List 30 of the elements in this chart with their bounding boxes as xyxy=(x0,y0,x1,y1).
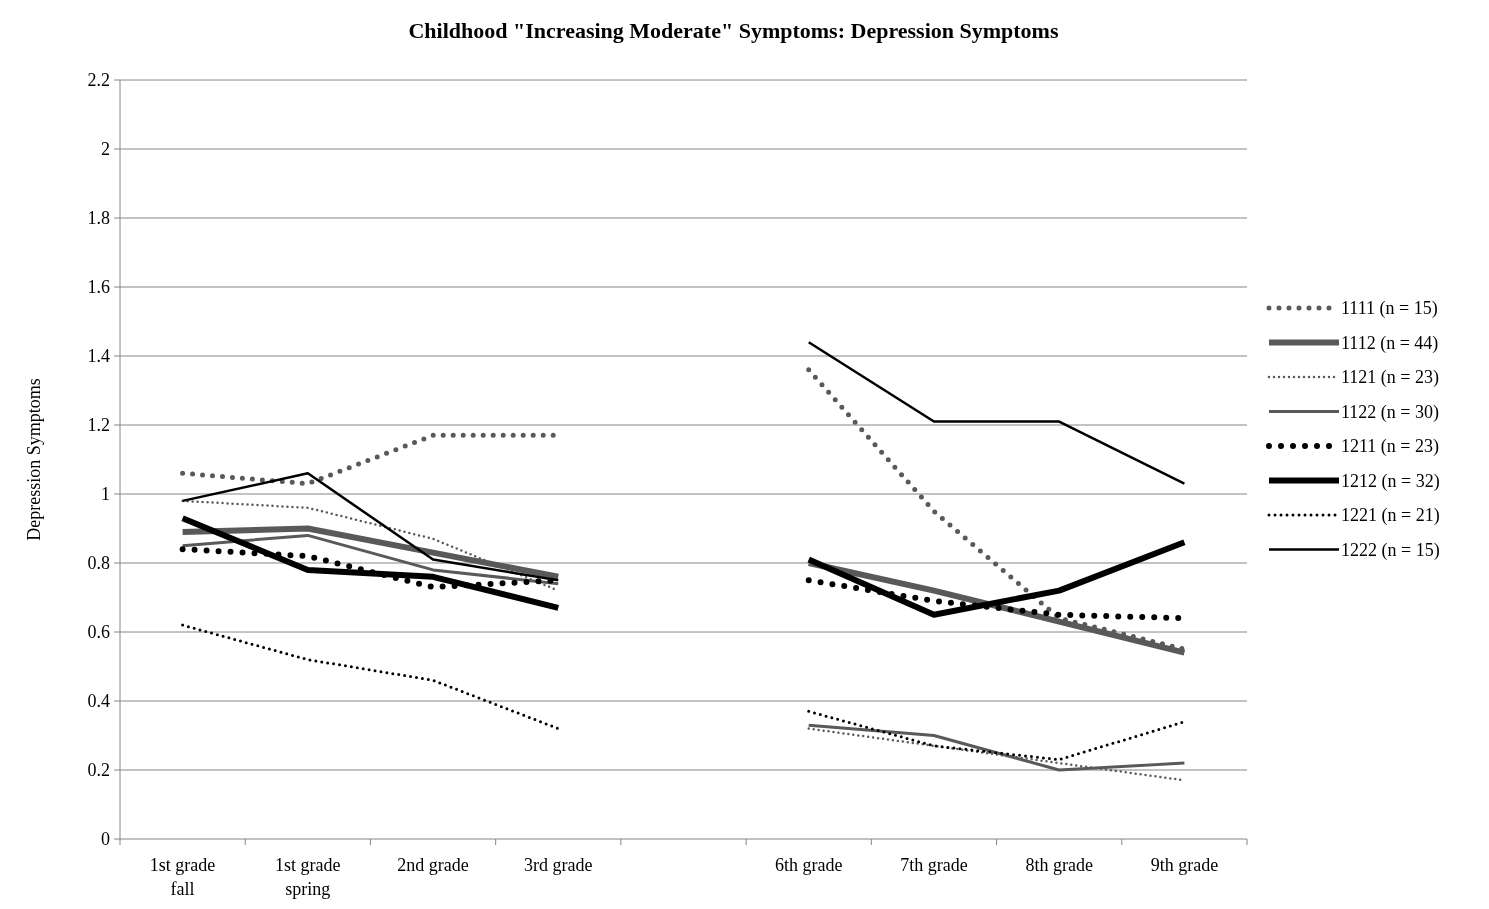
legend-label: 1212 (n = 32) xyxy=(1341,470,1440,492)
legend-label: 1112 (n = 44) xyxy=(1341,332,1439,354)
y-tick-label: 0.2 xyxy=(87,760,110,781)
y-tick-label: 0.6 xyxy=(87,622,110,643)
x-tick-label: 1st grade spring xyxy=(275,855,341,899)
legend-label: 1222 (n = 15) xyxy=(1341,539,1440,561)
x-tick-label: 2nd grade xyxy=(397,855,469,875)
y-tick-label: 1.8 xyxy=(87,208,110,229)
y-tick-label: 2.2 xyxy=(87,70,110,91)
x-tick-label: 7th grade xyxy=(900,855,968,875)
y-axis-title: Depression Symptoms xyxy=(24,378,44,541)
x-tick-label: 1st grade fall xyxy=(149,855,216,899)
legend-label: 1111 (n = 15) xyxy=(1341,298,1438,320)
legend-label: 1121 (n = 23) xyxy=(1341,367,1439,389)
y-tick-label: 1 xyxy=(101,484,110,505)
x-tick-label: 9th grade xyxy=(1150,855,1219,875)
y-tick-label: 0.8 xyxy=(87,553,110,574)
y-tick-label: 1.2 xyxy=(87,415,110,436)
legend-label: 1122 (n = 30) xyxy=(1341,401,1439,423)
y-tick-label: 0.4 xyxy=(87,691,110,712)
x-tick-label: 3rd grade xyxy=(524,855,593,875)
legend-label: 1221 (n = 21) xyxy=(1341,505,1440,527)
x-tick-label: 6th grade xyxy=(774,855,843,875)
y-tick-label: 2 xyxy=(101,139,110,160)
x-tick-label: 8th grade xyxy=(1025,855,1093,875)
y-tick-label: 0 xyxy=(101,829,110,850)
chart-title: Childhood "Increasing Moderate" Symptoms: Depression Symptoms xyxy=(408,18,1059,43)
y-tick-label: 1.6 xyxy=(87,277,110,298)
legend-label: 1211 (n = 23) xyxy=(1341,436,1439,458)
y-tick-label: 1.4 xyxy=(87,346,110,367)
